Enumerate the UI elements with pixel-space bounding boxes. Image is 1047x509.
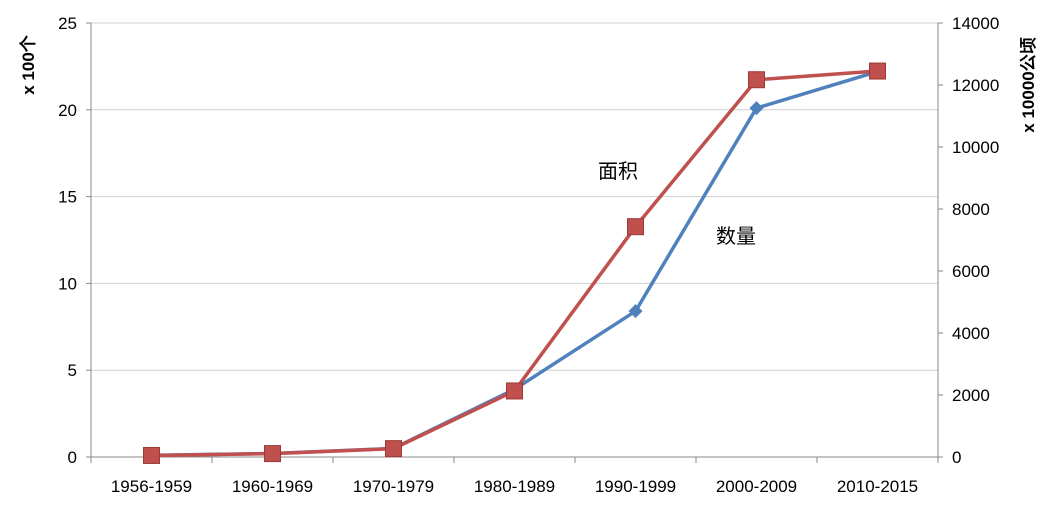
right-axis-title: x 10000公顷 bbox=[1019, 37, 1038, 132]
right-tick-label: 12000 bbox=[952, 76, 999, 95]
data-point bbox=[385, 440, 402, 458]
right-tick-label: 4000 bbox=[952, 324, 990, 343]
x-tick-label: 1960-1969 bbox=[232, 477, 313, 496]
annotation-area: 面积 bbox=[598, 159, 638, 183]
data-point bbox=[143, 446, 160, 464]
right-tick-label: 10000 bbox=[952, 138, 999, 157]
series-layer bbox=[143, 62, 886, 464]
right-axis-ticks: 0 2000 4000 6000 8000 10000 12000 14000 bbox=[938, 14, 999, 467]
x-tick-label: 1970-1979 bbox=[353, 477, 434, 496]
left-tick-label: 20 bbox=[58, 101, 77, 120]
data-point bbox=[264, 445, 281, 463]
x-tick-label: 1956-1959 bbox=[111, 477, 192, 496]
left-axis-title: x 100个 bbox=[18, 34, 38, 95]
left-axis-ticks: 0 5 10 15 20 25 bbox=[58, 14, 91, 467]
x-tick-label: 2000-2009 bbox=[716, 477, 797, 496]
data-point bbox=[627, 218, 644, 236]
right-tick-label: 14000 bbox=[952, 14, 999, 33]
gridlines bbox=[91, 22, 938, 371]
axes bbox=[90, 23, 939, 458]
left-tick-label: 5 bbox=[68, 361, 77, 380]
series-count bbox=[144, 64, 885, 463]
x-tick-label: 2010-2015 bbox=[837, 477, 918, 496]
left-tick-label: 0 bbox=[68, 448, 77, 467]
data-point bbox=[748, 71, 765, 89]
left-tick-label: 10 bbox=[58, 274, 77, 293]
data-point bbox=[506, 382, 523, 400]
series-area bbox=[143, 62, 886, 464]
annotation-count: 数量 bbox=[716, 224, 756, 248]
left-tick-label: 25 bbox=[58, 14, 77, 33]
left-tick-label: 15 bbox=[58, 188, 77, 207]
right-tick-label: 0 bbox=[952, 448, 961, 467]
right-tick-label: 6000 bbox=[952, 262, 990, 281]
data-point bbox=[628, 304, 643, 319]
x-axis-ticks: 1956-1959 1960-1969 1970-1979 1980-1989 1990… bbox=[90, 457, 939, 496]
x-tick-label: 1990-1999 bbox=[595, 477, 676, 496]
data-point bbox=[749, 101, 764, 116]
x-tick-label: 1980-1989 bbox=[474, 477, 555, 496]
right-tick-label: 8000 bbox=[952, 200, 990, 219]
data-point bbox=[869, 62, 886, 80]
right-tick-label: 2000 bbox=[952, 386, 990, 405]
